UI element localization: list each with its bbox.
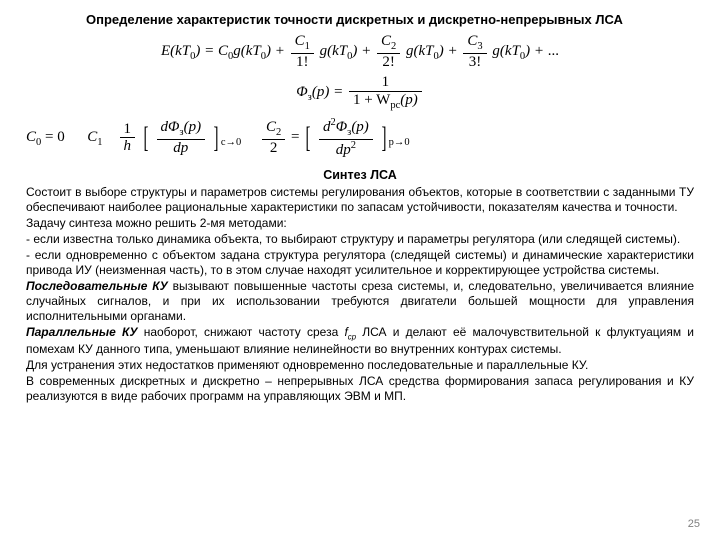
equation-phi: Φз(p) = 1 1 + Wрс(p): [26, 74, 694, 111]
c2-eq: C2 2 = [ d2Φз(p) dp2 ]p→0: [260, 129, 410, 145]
eq1-text: E(kT0) = C0g(kT0) +: [161, 43, 289, 59]
paragraph-8: В современных дискретных и дискретно – н…: [26, 374, 694, 404]
paragraph-7: Для устранения этих недостатков применяю…: [26, 358, 694, 373]
paragraph-5: Последовательные КУ вызывают повышенные …: [26, 279, 694, 324]
equation-error-series: E(kT0) = C0g(kT0) + C1 1! g(kT0) + C2 2!…: [26, 33, 694, 70]
frac-dphi-dp: dΦз(p) dp: [157, 119, 206, 156]
emph-sequential-ku: Последовательные КУ: [26, 279, 168, 293]
c1-eq: C1 1 h [ dΦз(p) dp ]c→0: [87, 129, 245, 145]
eq1-g1: g(kT0) +: [320, 43, 372, 59]
frac-1-h: 1 h: [120, 121, 136, 155]
slide-title: Определение характеристик точности дискр…: [86, 12, 694, 27]
eq1-g3: g(kT0) +: [492, 43, 544, 59]
page-number: 25: [688, 518, 700, 530]
body-text: Состоит в выборе структуры и параметров …: [26, 185, 694, 404]
frac-c2-2: C2 2: [262, 119, 285, 156]
eq1-g2: g(kT0) +: [406, 43, 458, 59]
paragraph-1: Состоит в выборе структуры и параметров …: [26, 185, 694, 215]
paragraph-6: Параллельные КУ наоборот, снижают частот…: [26, 325, 694, 357]
section-subtitle: Синтез ЛСА: [26, 168, 694, 182]
slide-page: Определение характеристик точности дискр…: [0, 0, 720, 540]
frac-phi: 1 1 + Wрс(p): [349, 74, 422, 111]
emph-parallel-ku: Параллельные КУ: [26, 325, 138, 339]
paragraph-2: Задачу синтеза можно решить 2-мя методам…: [26, 216, 694, 231]
frac-c3-3fact: C3 3!: [463, 33, 486, 70]
frac-c2-2fact: C2 2!: [377, 33, 400, 70]
paragraph-4: - если одновременно с объектом задана ст…: [26, 248, 694, 278]
equation-coefficients: C0 = 0 C1 1 h [ dΦз(p) dp ]c→0 C2 2 =: [26, 117, 694, 158]
eq1-dots: ...: [548, 43, 559, 59]
frac-d2phi-dp2: d2Φз(p) dp2: [319, 117, 373, 158]
c0-eq: C0 = 0: [26, 129, 68, 145]
frac-c1-1fact: C1 1!: [291, 33, 314, 70]
paragraph-3: - если известна только динамика объекта,…: [26, 232, 694, 247]
